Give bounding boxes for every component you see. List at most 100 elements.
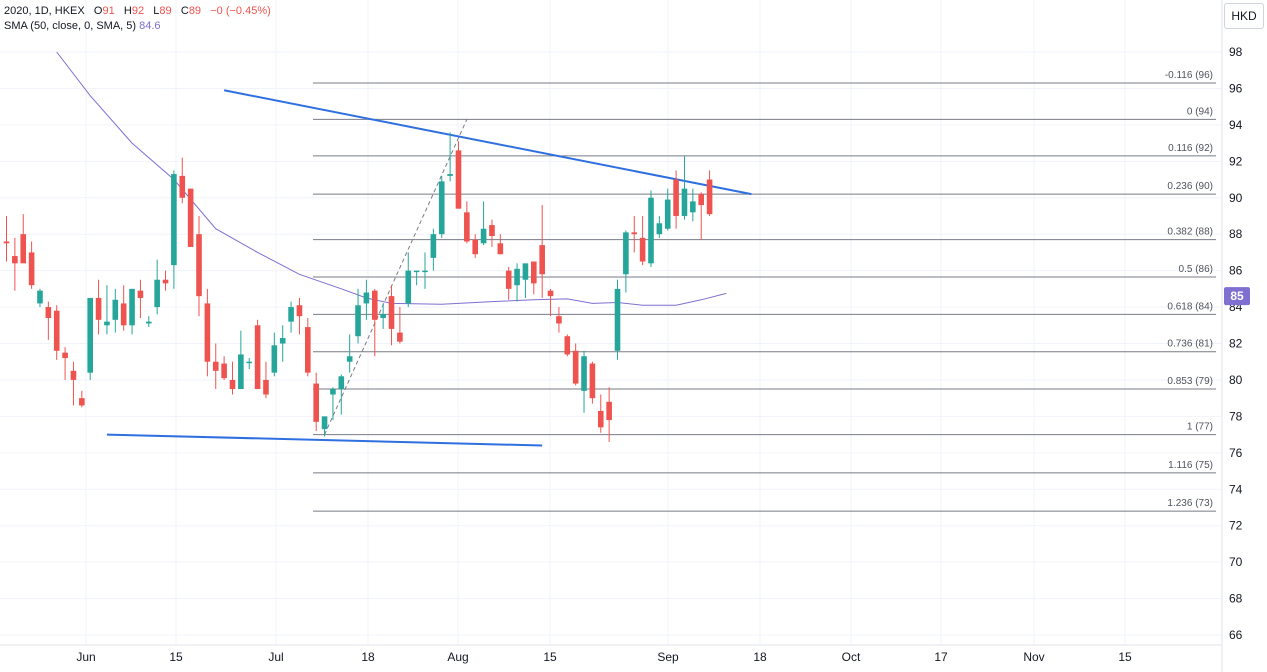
legend-sma-label: SMA (50, close, 0, SMA, 5)	[4, 20, 137, 32]
last-price-badge	[1224, 287, 1250, 306]
candle	[70, 361, 77, 406]
candle	[346, 334, 353, 373]
candle-body	[606, 401, 612, 421]
fib-level-label: 1 (77)	[1187, 422, 1213, 433]
candle-body	[62, 352, 68, 359]
candle	[212, 343, 219, 390]
candle-body	[145, 321, 152, 324]
legend-ohlc-close: C89	[180, 5, 202, 17]
candle-body	[572, 350, 579, 384]
candle	[3, 215, 10, 262]
candle-body	[497, 243, 504, 255]
candle	[104, 285, 110, 335]
candle	[229, 361, 236, 395]
candle-body	[706, 179, 713, 215]
candle-body	[422, 270, 428, 273]
legend-symbol-row: 2020, 1D, HKEX O91 H92 L89 C89 −0 (−0.45…	[4, 5, 271, 17]
candle-body	[664, 199, 671, 229]
x-tick-label: 15	[1118, 650, 1132, 664]
legend-change: −0 (−0.45%)	[210, 5, 271, 17]
candle-body	[53, 310, 60, 351]
candle	[397, 307, 403, 344]
candle-body	[531, 261, 537, 284]
candle	[522, 263, 529, 298]
candle-body	[355, 305, 361, 337]
candle-body	[413, 270, 420, 273]
y-tick-label: 98	[1229, 45, 1243, 59]
candle	[263, 361, 269, 399]
candle	[37, 288, 43, 308]
candle	[706, 170, 713, 216]
candle-body	[45, 307, 52, 318]
candle-body	[597, 410, 604, 428]
candle-body	[631, 232, 638, 235]
candle	[179, 157, 186, 204]
y-tick-label: 80	[1229, 373, 1243, 387]
candle	[480, 201, 487, 246]
candle-body	[221, 363, 227, 379]
last-price-label: 85	[1230, 289, 1244, 303]
candle-body	[305, 327, 311, 373]
candle	[505, 266, 512, 300]
y-tick-label: 78	[1229, 409, 1243, 423]
candle-body	[37, 290, 43, 304]
candle-body	[95, 297, 102, 320]
candle-body	[564, 336, 571, 355]
candle-body	[438, 181, 445, 235]
candle	[296, 297, 303, 335]
candle-body	[162, 279, 169, 284]
trendline	[223, 89, 752, 196]
candle	[62, 347, 68, 380]
candle	[656, 215, 663, 238]
candle-body	[246, 361, 253, 364]
x-tick-label: Jun	[76, 650, 95, 664]
candle-body	[581, 356, 587, 391]
candle	[371, 288, 378, 357]
candle-body	[87, 297, 93, 373]
candle-body	[238, 354, 244, 390]
candle	[639, 215, 646, 266]
candle	[430, 228, 437, 271]
candle-body	[464, 212, 470, 242]
candle-body	[556, 316, 562, 324]
candle-body	[288, 307, 294, 322]
candle	[564, 334, 571, 357]
y-tick-label: 90	[1229, 191, 1243, 205]
x-tick-label: Aug	[447, 650, 468, 664]
candle-body	[405, 270, 412, 304]
legend-ohlc-open: O91	[93, 5, 115, 17]
candle-body	[338, 376, 345, 390]
candle	[120, 285, 127, 331]
candle-body	[690, 201, 696, 213]
fib-level-label: 0.116 (92)	[1168, 143, 1213, 154]
candle	[614, 279, 621, 360]
candle	[581, 350, 587, 413]
candle	[137, 279, 144, 318]
candle-body	[514, 268, 520, 286]
candle-body	[212, 361, 219, 371]
candle	[690, 188, 696, 222]
candle	[355, 288, 361, 344]
candle-body	[171, 174, 177, 266]
candle	[187, 188, 194, 247]
candle-body	[380, 314, 386, 318]
x-tick-label: Sep	[657, 650, 679, 664]
candle	[572, 343, 579, 386]
candle-body	[263, 379, 269, 395]
y-tick-label: 86	[1229, 264, 1243, 278]
candle	[254, 319, 261, 390]
currency-button[interactable]: HKD	[1224, 3, 1264, 29]
fib-level-label: 0.382 (88)	[1167, 227, 1213, 238]
y-tick-label: 94	[1229, 118, 1243, 132]
candle	[321, 416, 328, 437]
legend-ohlc-high: H92	[123, 5, 145, 17]
candle	[631, 215, 638, 253]
candle	[162, 270, 169, 291]
candle-body	[28, 252, 35, 286]
y-tick-label: 92	[1229, 154, 1243, 168]
candle-body	[20, 234, 27, 264]
candle	[556, 307, 562, 333]
candle-body	[388, 296, 395, 329]
